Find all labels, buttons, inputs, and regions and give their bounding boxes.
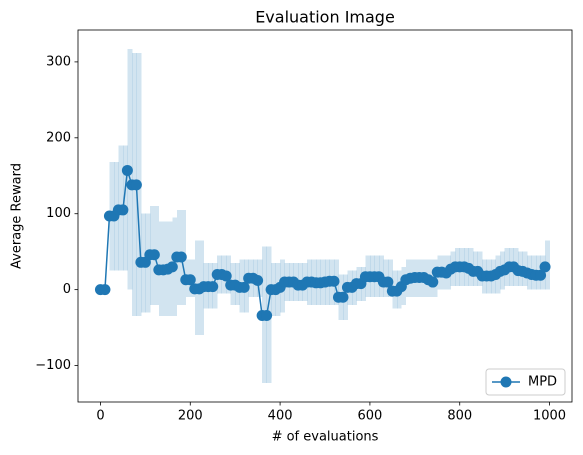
chart-title: Evaluation Image (255, 8, 395, 27)
legend-label: MPD (528, 375, 557, 390)
y-tick-label: −100 (35, 358, 71, 373)
y-axis-label: Average Reward (10, 163, 25, 269)
marker (99, 284, 111, 296)
marker (117, 204, 129, 216)
marker (337, 291, 349, 303)
marker (166, 261, 178, 273)
legend-box (485, 368, 566, 396)
marker (328, 275, 340, 287)
x-tick-label: 0 (96, 409, 104, 424)
x-tick-label: 200 (178, 409, 203, 424)
marker (175, 251, 187, 263)
marker (382, 276, 394, 288)
x-axis-label: # of evaluations (272, 430, 379, 445)
y-tick-label: 100 (46, 206, 71, 221)
y-tick-label: 300 (46, 54, 71, 69)
marker (121, 164, 133, 176)
marker (220, 270, 232, 282)
marker (148, 249, 160, 261)
x-tick-label: 400 (268, 409, 293, 424)
y-tick-label: 0 (63, 282, 71, 297)
y-tick-label: 200 (46, 130, 71, 145)
marker (130, 179, 142, 191)
plot-frame (77, 29, 573, 403)
marker (207, 281, 219, 293)
marker (427, 276, 439, 288)
marker (238, 281, 250, 293)
marker (535, 269, 547, 281)
x-tick-label: 600 (357, 409, 382, 424)
legend-marker (500, 376, 512, 388)
marker (184, 274, 196, 286)
marker (261, 309, 273, 321)
x-tick-label: 1000 (533, 409, 566, 424)
marker (539, 261, 551, 273)
marker (252, 275, 264, 287)
x-tick-label: 800 (447, 409, 472, 424)
